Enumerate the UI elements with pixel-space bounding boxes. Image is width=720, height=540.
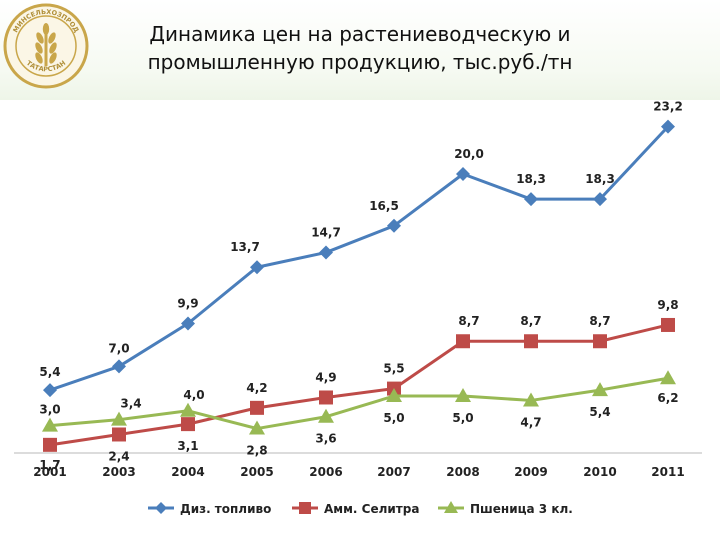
point-wheat-2009 <box>523 392 539 407</box>
point-ammonium-nitrate-2003 <box>112 427 126 442</box>
page-title-line-1: Динамика цен на растениеводческую и <box>149 22 571 46</box>
data-label-wheat-2001: 3,0 <box>39 403 60 417</box>
data-label-diesel-2007: 16,5 <box>369 199 399 213</box>
data-label-ammonium-nitrate-2008: 8,7 <box>458 314 479 328</box>
point-ammonium-nitrate-2009 <box>524 334 538 349</box>
point-wheat-2006 <box>318 408 334 423</box>
legend-marker-diesel <box>155 502 167 514</box>
point-diesel-2008 <box>456 167 470 181</box>
data-label-wheat-2003: 3,4 <box>120 397 141 411</box>
point-ammonium-nitrate-2001 <box>43 437 57 452</box>
legend-label-ammonium-nitrate: Амм. Селитра <box>324 502 419 516</box>
x-tick-label-2009: 2009 <box>514 465 547 479</box>
point-diesel-2006 <box>319 245 333 260</box>
point-wheat-2004 <box>180 402 196 417</box>
wheat-emblem-icon: МИНСЕЛЬХОЗПРОД ТАТАРСТАН <box>3 3 89 89</box>
x-tick-label-2005: 2005 <box>240 465 273 479</box>
legend-label-diesel: Диз. топливо <box>180 502 271 516</box>
data-label-wheat-2004: 4,0 <box>183 388 204 402</box>
point-diesel-2009 <box>524 192 538 207</box>
data-label-wheat-2011: 6,2 <box>657 391 678 405</box>
data-label-diesel-2006: 14,7 <box>311 225 341 239</box>
x-tick-label-2001: 2001 <box>33 465 66 479</box>
point-ammonium-nitrate-2006 <box>319 390 333 405</box>
data-label-ammonium-nitrate-2006: 4,9 <box>315 370 336 384</box>
series-line-diesel <box>49 125 670 392</box>
data-label-diesel-2009: 18,3 <box>516 172 546 186</box>
point-ammonium-nitrate-2011 <box>661 317 675 332</box>
data-label-ammonium-nitrate-2010: 8,7 <box>589 314 610 328</box>
data-label-ammonium-nitrate-2001: 1,7 <box>39 458 60 472</box>
data-label-diesel-2011: 23,2 <box>653 100 683 114</box>
point-diesel-2005 <box>250 260 264 275</box>
point-diesel-2011 <box>661 119 675 134</box>
data-label-diesel-2003: 7,0 <box>108 341 129 355</box>
series-line-ammonium-nitrate <box>49 323 669 447</box>
legend-marker-ammonium-nitrate <box>299 502 311 514</box>
data-label-diesel-2001: 5,4 <box>39 365 60 379</box>
x-tick-label-2004: 2004 <box>171 465 204 479</box>
x-tick-label-2007: 2007 <box>377 465 410 479</box>
data-label-ammonium-nitrate-2004: 3,1 <box>177 439 198 453</box>
data-label-ammonium-nitrate-2009: 8,7 <box>520 314 541 328</box>
point-wheat-2001 <box>42 417 58 432</box>
page-title: Динамика цен на растениеводческую и пром… <box>100 20 620 76</box>
point-wheat-2010 <box>592 382 608 397</box>
data-label-wheat-2010: 5,4 <box>589 405 610 419</box>
data-label-wheat-2007: 5,0 <box>383 411 404 425</box>
legend-label-wheat: Пшеница 3 кл. <box>470 502 573 516</box>
data-label-diesel-2010: 18,3 <box>585 172 615 186</box>
data-label-ammonium-nitrate-2007: 5,5 <box>383 362 404 376</box>
point-wheat-2003 <box>111 411 127 426</box>
point-wheat-2005 <box>249 420 265 435</box>
point-diesel-2001 <box>43 383 57 398</box>
data-label-wheat-2009: 4,7 <box>520 415 541 429</box>
point-ammonium-nitrate-2010 <box>593 334 607 349</box>
price-dynamics-chart: 2001 2003 2004 2005 2006 2007 2008 2009 2010 2011… <box>14 100 702 516</box>
data-label-ammonium-nitrate-2003: 2,4 <box>108 449 129 463</box>
data-label-ammonium-nitrate-2011: 9,8 <box>657 298 678 312</box>
point-wheat-2007 <box>386 388 402 402</box>
data-label-ammonium-nitrate-2005: 4,2 <box>246 381 267 395</box>
page-title-line-2: промышленную продукцию, тыс.руб./тн <box>147 50 573 74</box>
x-tick-label-2010: 2010 <box>583 465 616 479</box>
point-ammonium-nitrate-2005 <box>250 400 264 415</box>
series-line-wheat <box>49 376 669 431</box>
data-label-wheat-2005: 2,8 <box>246 444 267 458</box>
data-label-diesel-2005: 13,7 <box>230 240 260 254</box>
point-wheat-2008 <box>455 388 471 402</box>
data-label-diesel-2008: 20,0 <box>454 147 484 161</box>
x-tick-label-2011: 2011 <box>651 465 684 479</box>
point-diesel-2003 <box>112 359 126 374</box>
point-diesel-2010 <box>593 192 607 207</box>
slide-header: МИНСЕЛЬХОЗПРОД ТАТАРСТАН Динамика цен на… <box>0 0 720 100</box>
data-label-diesel-2004: 9,9 <box>177 296 198 310</box>
point-diesel-2007 <box>387 218 401 233</box>
x-tick-label-2003: 2003 <box>102 465 135 479</box>
point-wheat-2011 <box>660 370 676 385</box>
x-tick-label-2008: 2008 <box>446 465 479 479</box>
point-diesel-2004 <box>181 316 195 331</box>
point-ammonium-nitrate-2008 <box>456 334 470 349</box>
point-ammonium-nitrate-2004 <box>181 417 195 432</box>
legend-marker-wheat <box>444 501 458 513</box>
x-tick-label-2006: 2006 <box>309 465 342 479</box>
data-label-wheat-2006: 3,6 <box>315 432 336 446</box>
data-label-wheat-2008: 5,0 <box>452 411 473 425</box>
